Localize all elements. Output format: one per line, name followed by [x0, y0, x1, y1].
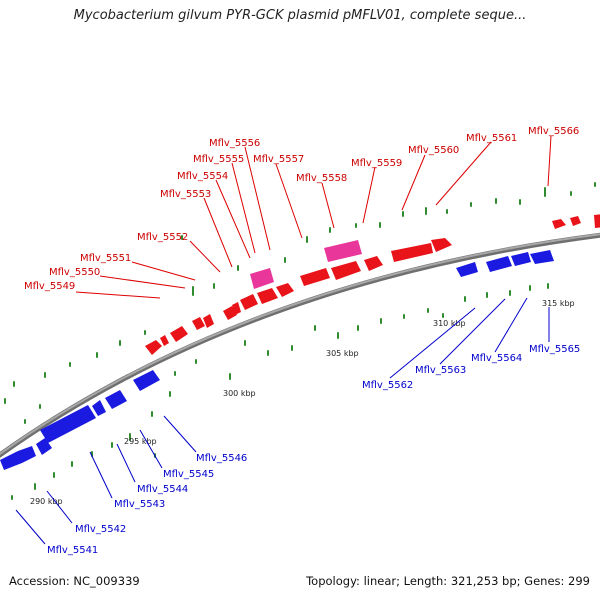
gene-arrow-reverse[interactable] — [40, 405, 96, 443]
forward-gene-labels: Mflv_5549 Mflv_5550 Mflv_5551 Mflv_5552 … — [24, 126, 579, 292]
map-title: Mycobacterium gilvum PYR-GCK plasmid pMF… — [73, 8, 527, 23]
gene-arrow-forward[interactable] — [170, 326, 188, 342]
gene-label-forward[interactable]: Mflv_5560 — [408, 145, 459, 156]
scale-label: 305 kbp — [326, 349, 359, 358]
gene-arrow-forward[interactable] — [331, 261, 361, 280]
gene-label-reverse[interactable]: Mflv_5564 — [471, 353, 522, 364]
accession-text: Accession: NC_009339 — [9, 574, 140, 588]
gene-label-forward[interactable]: Mflv_5551 — [80, 253, 131, 264]
gene-arrow-reverse[interactable] — [456, 262, 478, 277]
gene-label-forward[interactable]: Mflv_5559 — [351, 158, 402, 169]
scale-label: 295 kbp — [124, 437, 157, 446]
gene-arrow-forward[interactable] — [276, 283, 294, 297]
summary-text: Topology: linear; Length: 321,253 bp; Ge… — [306, 574, 590, 588]
gene-arrow-reverse[interactable] — [105, 390, 127, 409]
gene-label-reverse[interactable]: Mflv_5563 — [415, 365, 466, 376]
gene-arrow-forward[interactable] — [160, 335, 169, 346]
gene-arrow-reverse[interactable] — [92, 400, 106, 416]
scale-labels: 290 kbp 295 kbp 300 kbp 305 kbp 310 kbp … — [30, 299, 575, 506]
gene-label-forward[interactable]: Mflv_5552 — [137, 232, 188, 243]
scale-label: 315 kbp — [542, 299, 575, 308]
gene-arrow-forward[interactable] — [232, 302, 241, 315]
gene-label-reverse[interactable]: Mflv_5562 — [362, 380, 413, 391]
gene-arrow-reverse[interactable] — [0, 446, 36, 470]
gene-highlight[interactable] — [250, 268, 274, 289]
gene-label-reverse[interactable]: Mflv_5543 — [114, 499, 165, 510]
gene-label-forward[interactable]: Mflv_5558 — [296, 173, 347, 184]
gene-arrow-reverse[interactable] — [133, 370, 160, 391]
gene-label-forward[interactable]: Mflv_5549 — [24, 281, 75, 292]
gene-label-forward[interactable]: Mflv_5553 — [160, 189, 211, 200]
gene-arrow-forward[interactable] — [570, 216, 581, 226]
gene-arrow-forward[interactable] — [431, 238, 452, 252]
gene-arrow-forward[interactable] — [300, 268, 330, 286]
gene-arrow-reverse[interactable] — [36, 438, 52, 455]
gene-arrow-reverse[interactable] — [511, 252, 531, 266]
reverse-gene-labels: Mflv_5541 Mflv_5542 Mflv_5543 Mflv_5544 … — [47, 344, 580, 556]
gene-label-forward[interactable]: Mflv_5554 — [177, 171, 228, 182]
genome-backbone-highlight — [0, 233, 600, 456]
gene-arrow-forward[interactable] — [594, 214, 600, 228]
gene-label-reverse[interactable]: Mflv_5565 — [529, 344, 580, 355]
scale-label: 290 kbp — [30, 497, 63, 506]
gene-arrow-reverse[interactable] — [486, 256, 512, 272]
forward-genes — [145, 214, 600, 355]
gene-arrow-forward[interactable] — [364, 256, 383, 271]
gene-arrow-forward[interactable] — [391, 243, 433, 262]
gene-highlight[interactable] — [324, 240, 362, 262]
gene-label-reverse[interactable]: Mflv_5541 — [47, 545, 98, 556]
gene-arrow-reverse[interactable] — [530, 250, 554, 264]
gene-label-reverse[interactable]: Mflv_5542 — [75, 524, 126, 535]
gene-label-reverse[interactable]: Mflv_5544 — [137, 484, 188, 495]
gene-label-forward[interactable]: Mflv_5561 — [466, 133, 517, 144]
gene-arrow-forward[interactable] — [257, 288, 278, 304]
gene-label-reverse[interactable]: Mflv_5546 — [196, 453, 247, 464]
gene-label-forward[interactable]: Mflv_5555 — [193, 154, 244, 165]
scale-label: 300 kbp — [223, 389, 256, 398]
reverse-leader-lines — [15, 297, 550, 545]
gene-arrow-forward[interactable] — [145, 340, 162, 355]
gene-label-reverse[interactable]: Mflv_5545 — [163, 469, 214, 480]
forward-leader-lines — [75, 135, 552, 299]
gene-arrow-forward[interactable] — [192, 317, 205, 330]
gene-arrow-forward[interactable] — [552, 219, 566, 229]
scale-label: 310 kbp — [433, 319, 466, 328]
gene-label-forward[interactable]: Mflv_5557 — [253, 154, 304, 165]
highlighted-genes — [250, 240, 362, 289]
gene-label-forward[interactable]: Mflv_5556 — [209, 138, 260, 149]
gene-label-forward[interactable]: Mflv_5566 — [528, 126, 579, 137]
gene-label-forward[interactable]: Mflv_5550 — [49, 267, 100, 278]
gene-arrow-forward[interactable] — [240, 294, 258, 310]
gene-arrow-forward[interactable] — [203, 314, 214, 328]
reverse-genes — [0, 250, 554, 470]
gc-marks — [4, 182, 596, 500]
